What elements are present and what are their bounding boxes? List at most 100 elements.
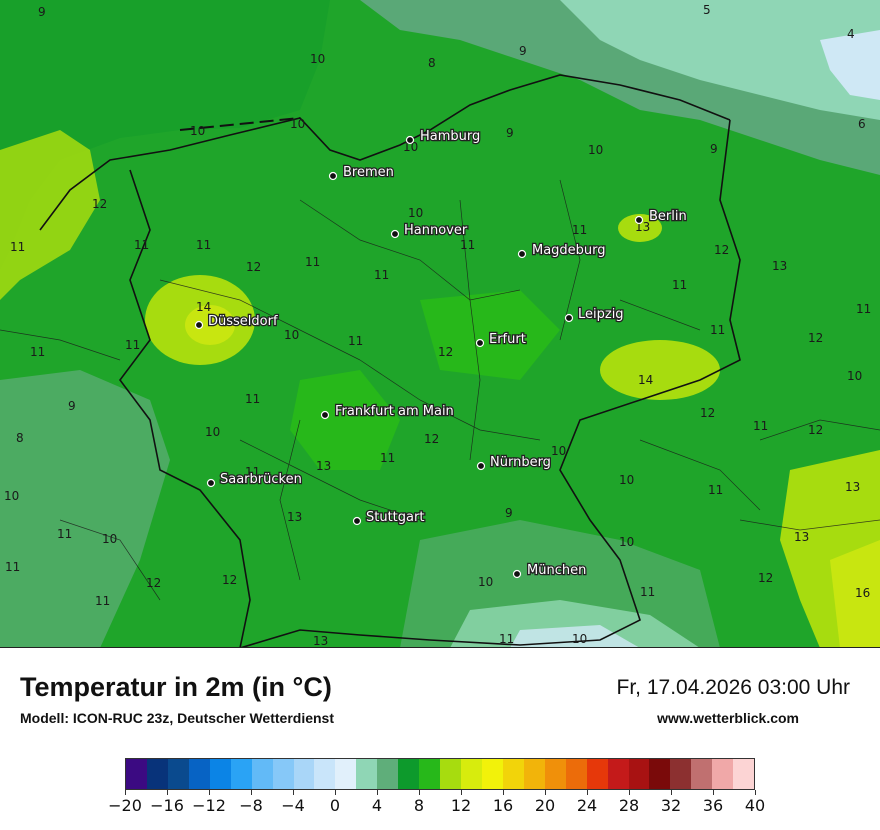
city-erfurt[interactable]: Erfurt bbox=[475, 331, 527, 348]
city-bremen[interactable]: Bremen bbox=[328, 164, 395, 181]
colorbar-segment bbox=[356, 759, 378, 789]
isotherm-label: 6 bbox=[858, 117, 866, 131]
isotherm-label: 9 bbox=[519, 44, 527, 58]
state-borders bbox=[0, 179, 880, 601]
colorbar-tick-label: 4 bbox=[371, 796, 383, 815]
isotherm-label: 11 bbox=[57, 527, 72, 541]
city-frankfurt[interactable]: Frankfurt am Main bbox=[320, 403, 455, 420]
colorbar-segment bbox=[126, 759, 147, 789]
city-muenchen[interactable]: München bbox=[512, 562, 588, 579]
colorbar-segment bbox=[188, 759, 210, 789]
isotherm-label: 10 bbox=[290, 117, 305, 131]
city-saarbruecken[interactable]: Saarbrücken bbox=[206, 471, 303, 488]
colorbar-tick-label: 20 bbox=[534, 796, 556, 815]
city-berlin[interactable]: Berlin bbox=[634, 208, 688, 225]
isotherm-label: 11 bbox=[245, 392, 260, 406]
isotherm-label: 9 bbox=[506, 126, 514, 140]
isotherm-label: 10 bbox=[205, 425, 220, 439]
isotherm-label: 11 bbox=[10, 240, 25, 254]
city-stuttgart[interactable]: Stuttgart bbox=[352, 509, 426, 526]
colorbar-tick bbox=[335, 790, 336, 795]
colorbar-segment bbox=[293, 759, 315, 789]
city-label-bremen: Bremen bbox=[343, 165, 394, 180]
city-dot bbox=[634, 215, 644, 225]
city-hannover[interactable]: Hannover bbox=[390, 222, 469, 239]
isotherm-label: 11 bbox=[380, 451, 395, 465]
isotherm-label: 11 bbox=[499, 632, 514, 646]
city-duesseldorf[interactable]: Düsseldorf bbox=[194, 313, 279, 330]
isotherm-label: 14 bbox=[196, 300, 211, 314]
isotherm-label: 12 bbox=[222, 573, 237, 587]
isotherm-label: 11 bbox=[196, 238, 211, 252]
southern-border bbox=[239, 629, 431, 648]
colorbar-segment bbox=[691, 759, 713, 789]
city-label-erfurt: Erfurt bbox=[489, 332, 526, 347]
colorbar-tick-label: 36 bbox=[702, 796, 724, 815]
city-dot bbox=[328, 171, 338, 181]
colorbar-tick bbox=[755, 790, 756, 795]
alps-coldest-zone bbox=[510, 625, 640, 648]
colorbar-tick bbox=[377, 790, 378, 795]
temperature-colorbar bbox=[125, 758, 755, 790]
isotherm-label: 9 bbox=[505, 506, 513, 520]
isotherm-label: 11 bbox=[305, 255, 320, 269]
isotherm-label: 11 bbox=[856, 302, 871, 316]
city-label-stuttgart: Stuttgart bbox=[366, 510, 424, 525]
colorbar-tick-label: 32 bbox=[660, 796, 682, 815]
model-source: Modell: ICON-RUC 23z, Deutscher Wetterdi… bbox=[20, 710, 335, 726]
isotherm-label: 13 bbox=[287, 510, 302, 524]
colorbar-tick-label: 28 bbox=[618, 796, 640, 815]
isotherm-label: 11 bbox=[348, 334, 363, 348]
colorbar-segment bbox=[670, 759, 692, 789]
city-label-duesseldorf: Düsseldorf bbox=[208, 314, 278, 329]
colorbar-tick-label: −16 bbox=[150, 796, 184, 815]
thuringia-mid-zone bbox=[420, 290, 560, 380]
colorbar-segment bbox=[733, 759, 755, 789]
isotherm-label: 8 bbox=[16, 431, 24, 445]
colorbar-segment bbox=[544, 759, 566, 789]
website-link[interactable]: www.wetterblick.com bbox=[657, 710, 799, 726]
colorbar-tick bbox=[545, 790, 546, 795]
central-mid-zone bbox=[290, 370, 400, 470]
map-title: Temperatur in 2m (in °C) bbox=[20, 672, 332, 702]
colorbar-segment bbox=[146, 759, 168, 789]
colorbar-segment bbox=[586, 759, 608, 789]
colorbar-segment bbox=[251, 759, 273, 789]
colorbar-ticks: −20 −16 −12 −8 −4 0 4 8 12 16 20 24 28 32 36 40 bbox=[108, 790, 765, 820]
city-label-hamburg: Hamburg bbox=[420, 129, 480, 144]
colorbar-tick bbox=[629, 790, 630, 795]
isotherm-label: 13 bbox=[313, 634, 328, 648]
colorbar-segment bbox=[272, 759, 294, 789]
colorbar-tick bbox=[503, 790, 504, 795]
isotherm-label: 11 bbox=[374, 268, 389, 282]
colorbar-tick-label: 0 bbox=[329, 796, 341, 815]
city-dot bbox=[512, 569, 522, 579]
colorbar-tick-label: −12 bbox=[192, 796, 226, 815]
city-dot bbox=[564, 313, 574, 323]
colorbar-tick-label: 24 bbox=[576, 796, 598, 815]
berlin-warm-zone bbox=[618, 214, 662, 242]
isotherm-label: 8 bbox=[428, 56, 436, 70]
baltic-coldest-zone bbox=[820, 30, 880, 100]
city-label-saarbruecken: Saarbrücken bbox=[220, 472, 302, 487]
colorbar-tick-label: 8 bbox=[413, 796, 425, 815]
colorbar-segment bbox=[502, 759, 524, 789]
colorbar-tick-label: 40 bbox=[744, 796, 766, 815]
city-hamburg[interactable]: Hamburg bbox=[405, 128, 482, 145]
isotherm-label: 11 bbox=[572, 223, 587, 237]
isotherm-label: 9 bbox=[710, 142, 718, 156]
city-magdeburg[interactable]: Magdeburg bbox=[517, 242, 607, 259]
isotherm-label: 12 bbox=[758, 571, 773, 585]
city-leipzig[interactable]: Leipzig bbox=[564, 306, 625, 323]
colorbar-segment bbox=[628, 759, 650, 789]
city-dot bbox=[206, 478, 216, 488]
city-nuernberg[interactable]: Nürnberg bbox=[476, 454, 552, 471]
isotherm-label: 12 bbox=[146, 576, 161, 590]
isotherm-label: 11 bbox=[30, 345, 45, 359]
colorbar-tick bbox=[713, 790, 714, 795]
city-dot bbox=[352, 516, 362, 526]
isotherm-label: 10 bbox=[102, 532, 117, 546]
isotherm-label: 14 bbox=[638, 373, 653, 387]
isotherm-label: 12 bbox=[424, 432, 439, 446]
colorbar-tick-label: 16 bbox=[492, 796, 514, 815]
